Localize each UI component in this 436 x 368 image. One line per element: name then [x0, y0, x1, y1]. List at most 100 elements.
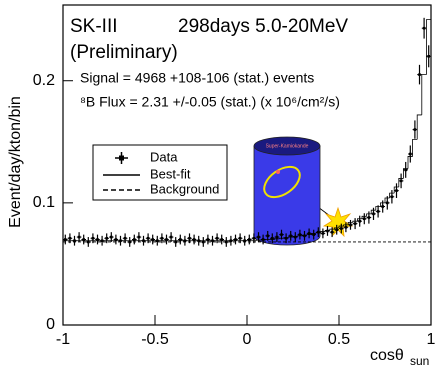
data-point — [340, 227, 343, 230]
data-point — [381, 205, 384, 208]
data-point — [234, 238, 237, 241]
best-fit-step — [274, 238, 280, 240]
data-point — [390, 195, 394, 199]
data-point — [179, 238, 182, 241]
x-tick-label: -0.5 — [141, 331, 169, 348]
data-point — [307, 232, 311, 235]
x-axis-label: cosθ — [370, 347, 404, 364]
data-point — [151, 238, 154, 241]
data-point — [358, 219, 361, 223]
y-tick-label: 0.1 — [33, 194, 55, 211]
best-fit-step — [361, 215, 367, 219]
data-point — [298, 233, 302, 236]
data-point — [68, 236, 72, 240]
data-point — [349, 223, 352, 227]
y-axis-label: Event/day/kton/bin — [7, 96, 24, 228]
chart-title: SK-III — [70, 16, 118, 37]
data-point — [192, 238, 196, 241]
data-point — [142, 239, 145, 243]
data-point — [294, 235, 297, 239]
data-point — [105, 236, 108, 240]
data-point — [363, 217, 366, 221]
data-point — [156, 239, 159, 243]
best-fit-step — [370, 209, 376, 214]
data-point — [252, 236, 256, 240]
data-point — [165, 238, 168, 241]
data-point — [96, 238, 99, 241]
data-point — [202, 240, 205, 244]
data-point — [146, 236, 150, 240]
data-point — [211, 239, 214, 243]
x-tick-label: 0.5 — [328, 331, 350, 348]
data-point — [303, 234, 306, 238]
illustration-label: Super-Kamiokande — [266, 143, 309, 149]
data-point — [225, 240, 228, 244]
data-point — [372, 212, 375, 216]
data-point — [128, 240, 131, 244]
data-point — [413, 128, 417, 131]
data-point — [238, 236, 242, 240]
data-point — [326, 229, 329, 233]
best-fit-step — [421, 74, 427, 115]
data-point — [169, 235, 173, 239]
data-point — [257, 235, 260, 239]
data-point — [312, 233, 315, 236]
data-point — [243, 239, 246, 243]
data-point — [114, 238, 118, 241]
x-axis-label-sub: sun — [410, 354, 429, 368]
best-fit-step — [329, 228, 335, 231]
data-point — [188, 236, 191, 240]
y-tick-label: 0 — [46, 316, 55, 333]
best-fit-step — [398, 178, 404, 187]
best-fit-step — [357, 218, 362, 222]
data-point — [404, 168, 407, 172]
data-point — [206, 238, 210, 241]
data-point — [344, 225, 348, 229]
data-point — [183, 239, 187, 243]
data-point — [271, 236, 274, 240]
best-fit-step — [347, 222, 353, 225]
data-point — [280, 233, 283, 236]
data-point — [261, 238, 265, 241]
data-point — [100, 239, 104, 243]
data-point — [376, 210, 380, 213]
best-fit-step — [352, 220, 358, 223]
annotation: ⁸B Flux = 2.31 +/-0.05 (stat.) (x 10⁶/cm… — [80, 94, 340, 110]
best-fit-step — [278, 237, 284, 239]
data-point — [123, 236, 127, 240]
data-point — [367, 216, 371, 219]
best-fit-step — [407, 156, 413, 169]
data-point — [418, 73, 421, 76]
data-point — [137, 235, 141, 239]
x-tick-label: 0 — [243, 331, 252, 348]
data-point — [174, 240, 177, 244]
data-point — [229, 239, 233, 243]
data-point — [409, 152, 412, 156]
x-tick-label: 1 — [427, 331, 436, 348]
best-fit-step — [412, 138, 418, 157]
best-fit-step — [366, 213, 372, 217]
best-fit-step — [380, 202, 385, 207]
data-point — [215, 236, 219, 240]
legend-label: Background — [150, 181, 219, 196]
data-point — [427, 54, 430, 58]
data-point — [73, 239, 76, 243]
data-point — [386, 201, 389, 205]
data-point — [220, 238, 223, 241]
preliminary-note: (Preliminary) — [70, 42, 178, 63]
best-fit-step — [338, 225, 344, 228]
annotation: Signal = 4968 +108-106 (stat.) events — [80, 70, 314, 86]
legend-label: Data — [150, 149, 178, 164]
data-point — [289, 234, 292, 238]
data-point — [321, 232, 325, 235]
data-point — [395, 189, 398, 192]
data-point — [64, 238, 67, 241]
data-point — [197, 239, 200, 243]
legend-marker — [119, 155, 124, 161]
best-fit-step — [416, 114, 422, 140]
data-point — [248, 238, 251, 241]
best-fit-step — [375, 206, 381, 211]
data-point — [82, 238, 85, 241]
best-fit-step — [384, 197, 390, 203]
